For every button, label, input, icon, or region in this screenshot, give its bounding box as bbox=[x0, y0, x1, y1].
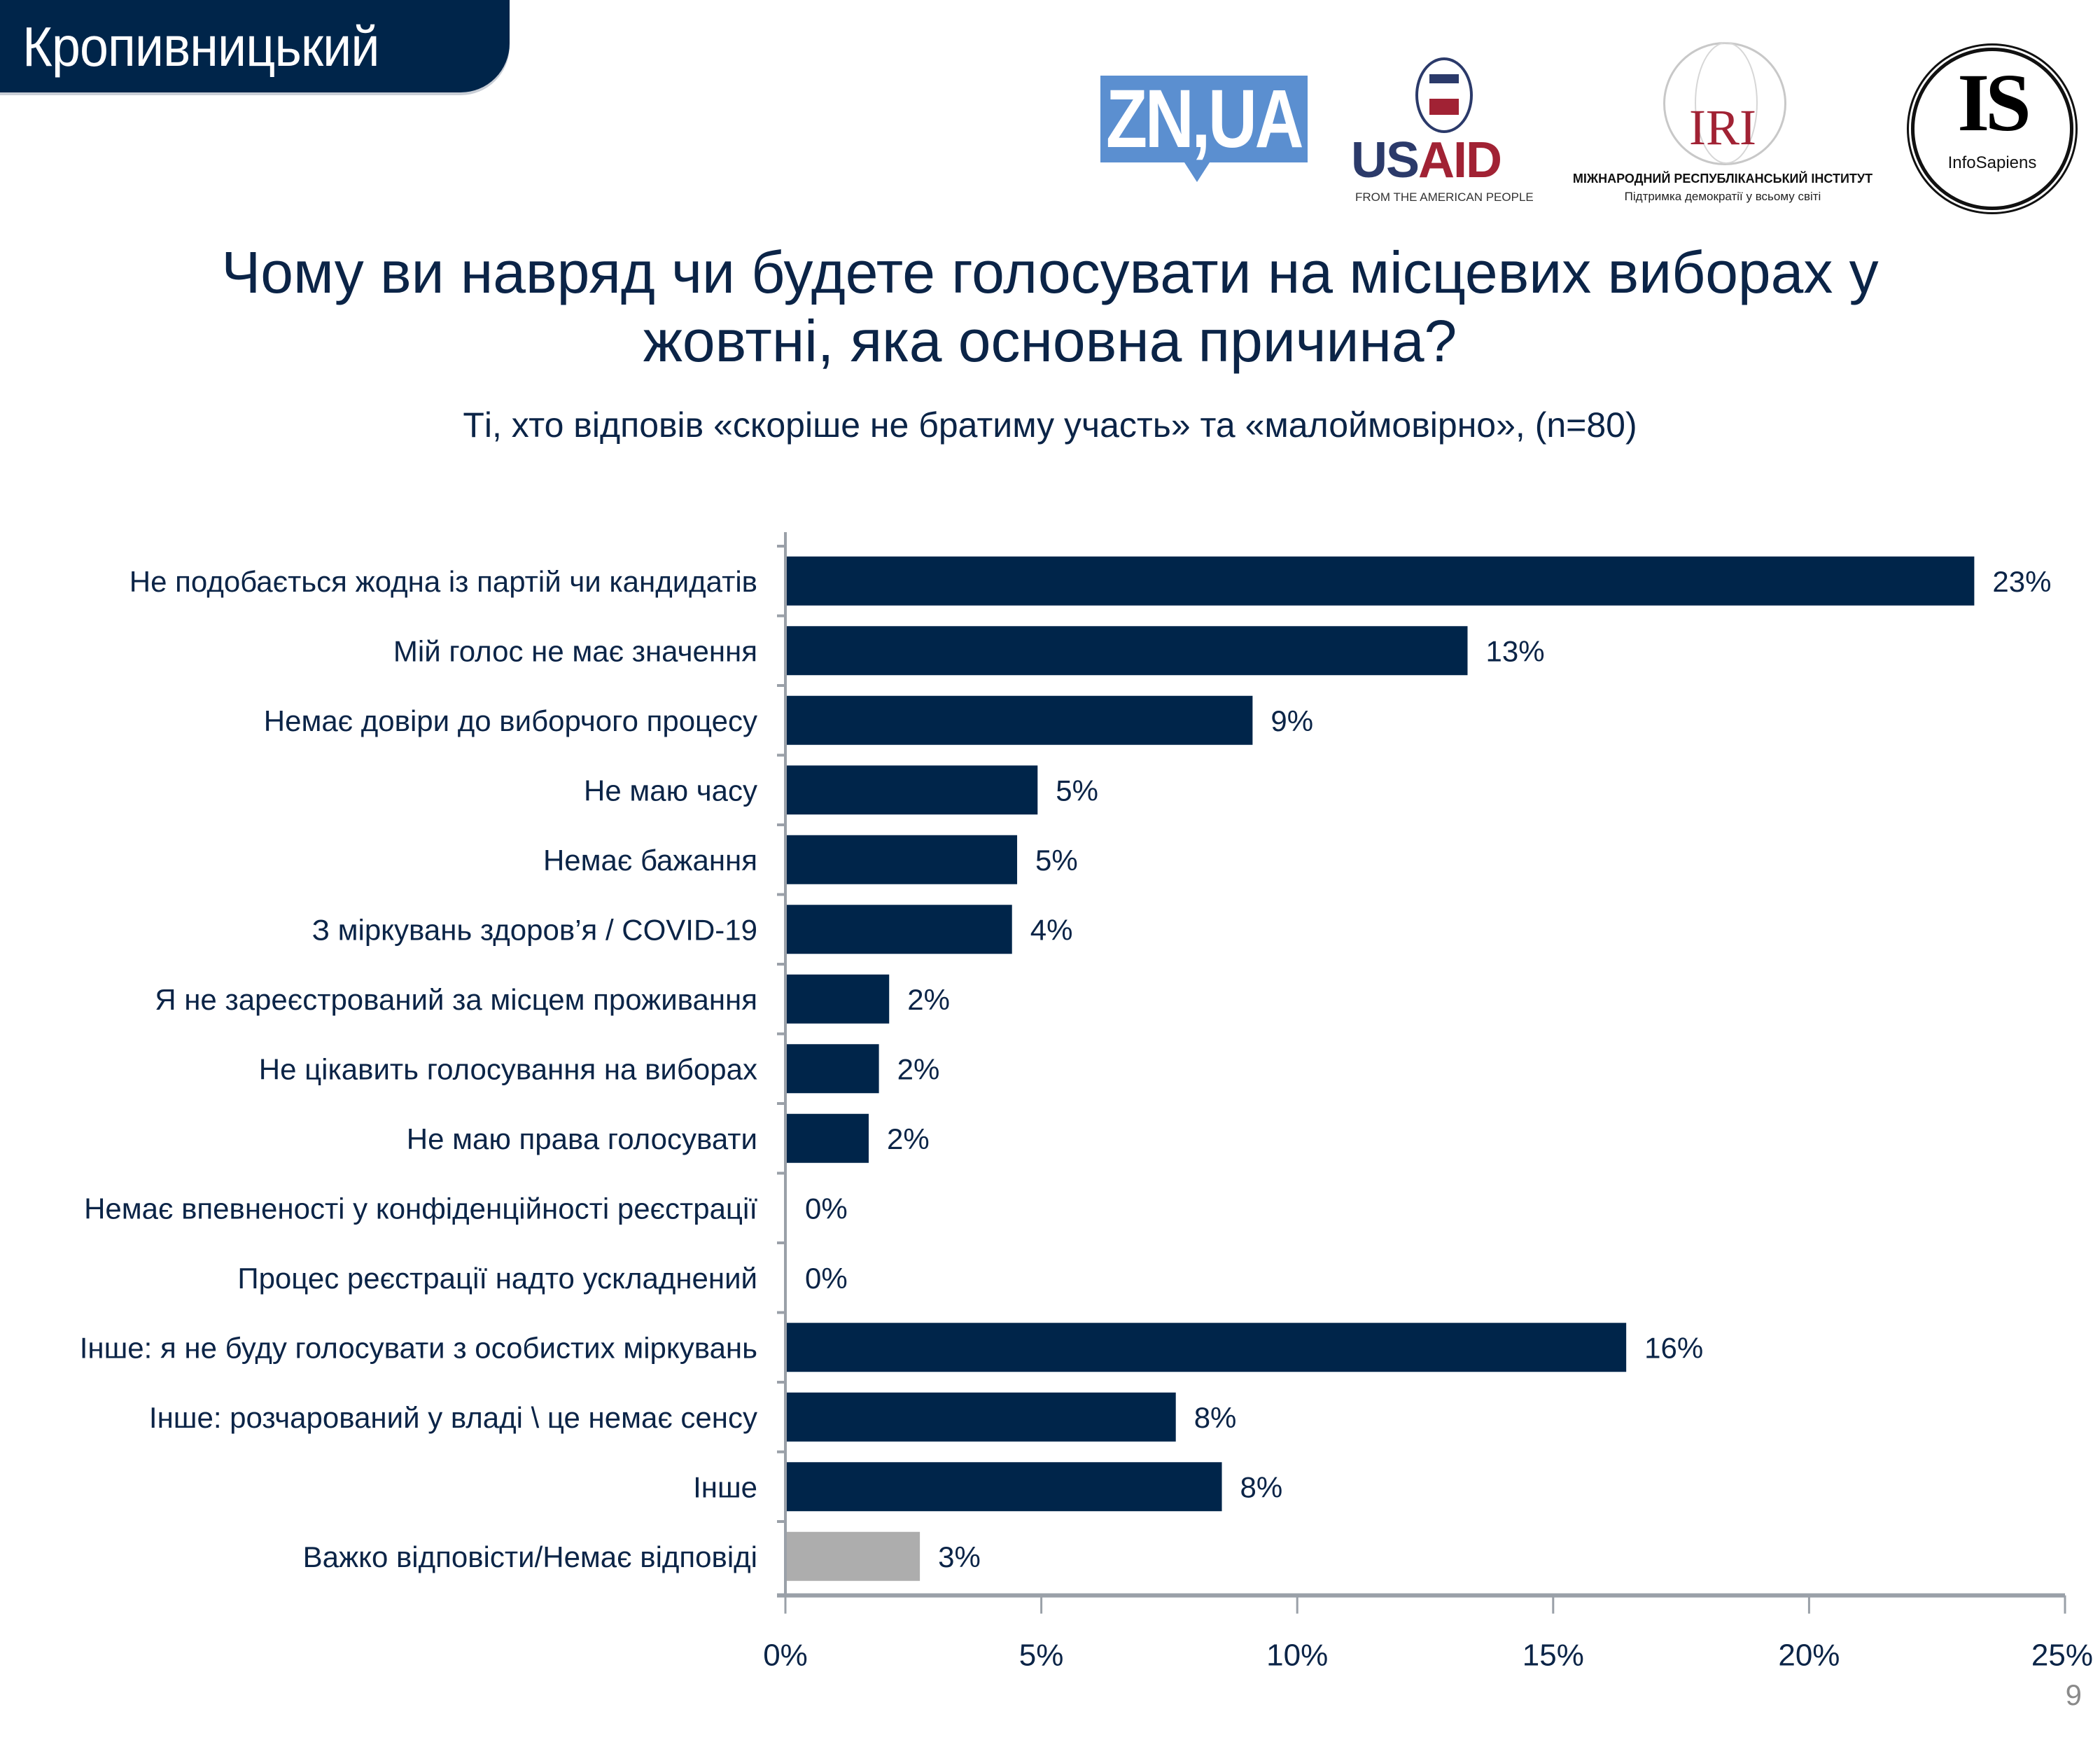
iri-tagline: Підтримка демократії у всьому світі bbox=[1624, 190, 1821, 203]
value-label: 13% bbox=[1485, 634, 1544, 667]
x-tick-label: 20% bbox=[1778, 1638, 1840, 1667]
usaid-wordmark-aid: AID bbox=[1418, 132, 1502, 188]
category-label: Інше: я не буду голосувати з особистих м… bbox=[80, 1331, 757, 1364]
bar bbox=[787, 1113, 869, 1163]
bar bbox=[787, 626, 1468, 676]
category-label: Процес реєстрації надто ускладнений bbox=[237, 1262, 757, 1295]
value-label: 23% bbox=[1992, 565, 2051, 598]
category-label: Не маю права голосувати bbox=[407, 1122, 757, 1155]
value-label: 0% bbox=[805, 1192, 848, 1225]
value-label: 0% bbox=[805, 1262, 848, 1295]
category-label: Мій голос не має значення bbox=[393, 634, 757, 667]
usaid-wordmark-us: US bbox=[1351, 132, 1420, 188]
chart-subtitle: Ті, хто відповів «скоріше не братиму уча… bbox=[463, 405, 1637, 445]
bars-group: Не подобається жодна із партій чи кандид… bbox=[80, 556, 2051, 1581]
globe-icon bbox=[1663, 42, 1786, 165]
category-label: Я не зареєстрований за місцем проживання bbox=[155, 983, 757, 1016]
value-label: 5% bbox=[1035, 844, 1078, 877]
category-label: Важко відповісти/Немає відповіді bbox=[303, 1540, 757, 1573]
chart-title: Чому ви навряд чи будете голосувати на м… bbox=[0, 238, 2100, 375]
value-label: 8% bbox=[1240, 1470, 1283, 1503]
city-tab: Кропивницький bbox=[0, 0, 510, 92]
infosapiens-name: InfoSapiens bbox=[1947, 153, 2037, 172]
iri-logo: IRI МІЖНАРОДНИЙ РЕСПУБЛІКАНСЬКИЙ ІНСТИТУ… bbox=[1565, 42, 1880, 210]
category-label: Не подобається жодна із партій чи кандид… bbox=[130, 565, 757, 598]
chart-title-line-1: Чому ви навряд чи будете голосувати на м… bbox=[221, 239, 1879, 305]
usaid-wordmark: USAID bbox=[1351, 132, 1502, 188]
usaid-logo: USAID FROM THE AMERICAN PEOPLE bbox=[1351, 57, 1534, 204]
infosapiens-mark: IS bbox=[1957, 57, 2031, 148]
bar bbox=[787, 905, 1012, 954]
value-label: 8% bbox=[1194, 1401, 1237, 1434]
category-label: Не маю часу bbox=[584, 774, 757, 807]
usaid-seal-icon bbox=[1415, 57, 1473, 133]
bar bbox=[787, 1392, 1176, 1442]
x-tick-label: 5% bbox=[1019, 1638, 1064, 1667]
value-label: 2% bbox=[897, 1052, 940, 1085]
bar bbox=[787, 765, 1038, 815]
bar bbox=[787, 1531, 920, 1581]
value-label: 2% bbox=[907, 983, 950, 1016]
bar-chart: Не подобається жодна із партій чи кандид… bbox=[80, 532, 2093, 1666]
value-label: 4% bbox=[1030, 913, 1073, 946]
bar bbox=[787, 1462, 1222, 1512]
x-tick-label: 0% bbox=[763, 1638, 808, 1667]
zn-ua-logo: ZN,UA bbox=[1100, 76, 1308, 162]
usaid-tagline: FROM THE AMERICAN PEOPLE bbox=[1355, 190, 1534, 204]
bar bbox=[787, 835, 1018, 884]
iri-name: МІЖНАРОДНИЙ РЕСПУБЛІКАНСЬКИЙ ІНСТИТУТ bbox=[1572, 172, 1873, 186]
bar bbox=[787, 695, 1253, 745]
category-label: Немає довіри до виборчого процесу bbox=[264, 704, 757, 737]
chart-title-line-2: жовтні, яка основна причина? bbox=[643, 308, 1457, 374]
bar bbox=[787, 1044, 879, 1094]
page-number: 9 bbox=[2065, 1678, 2082, 1711]
value-label: 9% bbox=[1270, 704, 1313, 737]
category-label: Інше: розчарований у владі \ це немає се… bbox=[149, 1401, 757, 1434]
category-label: З міркувань здоров’я / COVID-19 bbox=[312, 913, 757, 946]
speech-bubble-tail-icon bbox=[1184, 162, 1210, 182]
x-tick-label: 10% bbox=[1266, 1638, 1328, 1667]
bar bbox=[787, 1323, 1627, 1372]
value-label: 2% bbox=[887, 1122, 930, 1155]
category-label: Не цікавить голосування на виборах bbox=[259, 1052, 757, 1085]
value-label: 5% bbox=[1056, 774, 1098, 807]
city-name: Кропивницький bbox=[22, 15, 379, 78]
category-label: Немає впевненості у конфіденційності реє… bbox=[84, 1192, 757, 1225]
value-label: 16% bbox=[1644, 1331, 1703, 1364]
x-axis: 0% 5% 10% 15% 20% 25% bbox=[763, 532, 2093, 1666]
x-tick-label: 15% bbox=[1522, 1638, 1584, 1667]
x-tick-label: 25% bbox=[2031, 1638, 2093, 1667]
zn-ua-logo-text: ZN,UA bbox=[1106, 76, 1303, 162]
category-label: Інше bbox=[693, 1470, 757, 1503]
iri-mark: IRI bbox=[1689, 99, 1756, 155]
bar bbox=[787, 974, 890, 1024]
bar bbox=[787, 556, 1975, 606]
infosapiens-logo: IS InfoSapiens bbox=[1911, 48, 2073, 210]
category-label: Немає бажання bbox=[543, 844, 757, 877]
value-label: 3% bbox=[938, 1540, 981, 1573]
